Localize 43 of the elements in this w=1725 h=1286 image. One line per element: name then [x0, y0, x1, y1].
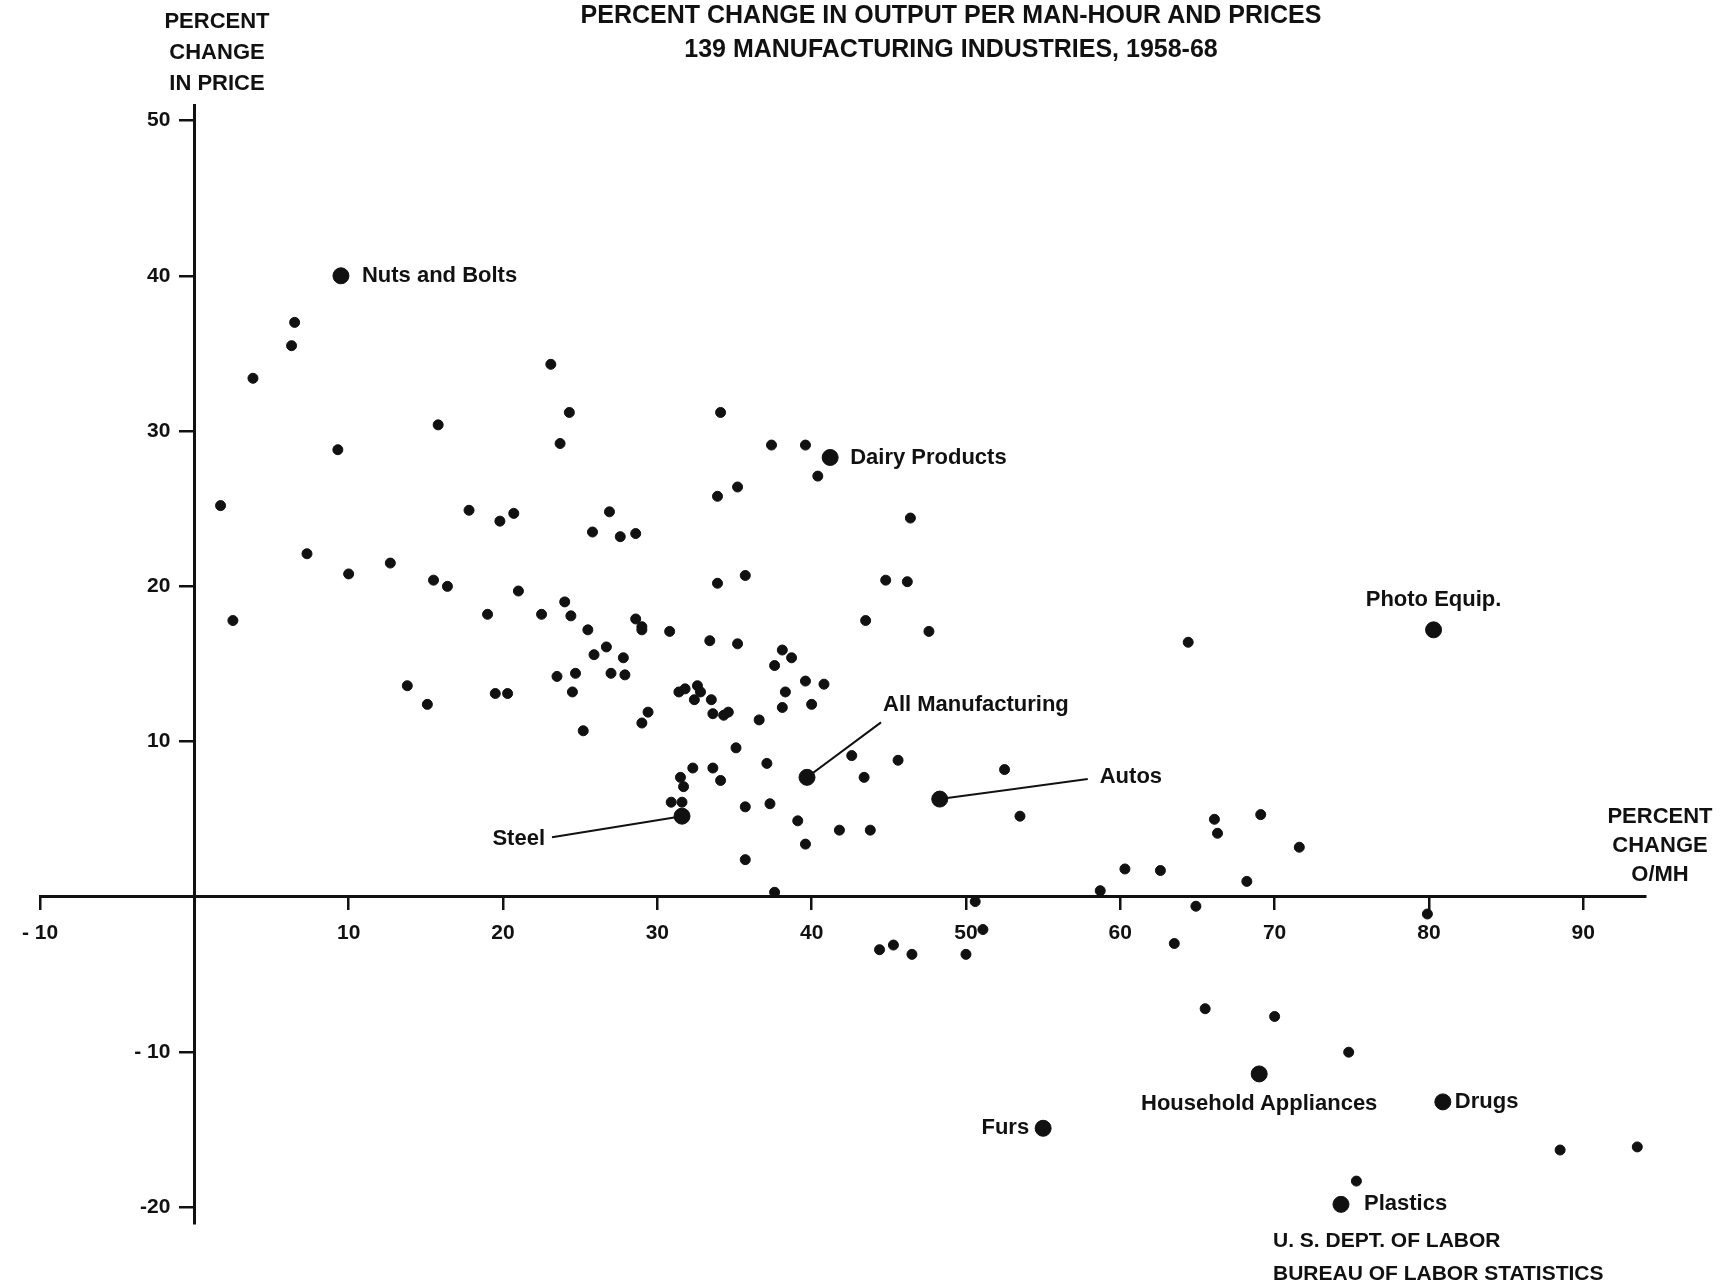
x-tick-label: - 10: [21, 920, 59, 944]
x-tick-label: 20: [491, 920, 515, 944]
annotation: Household Appliances: [1141, 1090, 1378, 1115]
x-tick-label: 30: [645, 920, 669, 944]
annotation: Furs: [981, 1114, 1030, 1140]
annotation: Plastics: [1363, 1190, 1448, 1216]
x-tick-label: 90: [1571, 920, 1595, 944]
y-tick-label: -20: [139, 1194, 171, 1218]
point: [1425, 621, 1443, 639]
y-tick-label: 10: [146, 728, 171, 752]
point: [332, 267, 350, 285]
y-tick-label: 40: [146, 262, 171, 286]
annotation: Photo Equip.: [1365, 585, 1502, 611]
x-axis-title: PERCENT CHANGE O/MH: [1607, 802, 1714, 886]
x-tick-label: 40: [799, 920, 824, 944]
x-tick-label: 60: [1108, 920, 1132, 944]
point: [798, 768, 816, 786]
annotation: Dairy Products: [850, 443, 1007, 469]
point: [821, 448, 839, 466]
x-tick-label: 80: [1417, 920, 1441, 944]
point: [1034, 1119, 1052, 1137]
chart-subtitle: 139 MANUFACTURING INDUSTRIES, 1958-68: [684, 33, 1218, 62]
x-tick-label: 50: [954, 920, 978, 944]
text: U. S. DEPT. OF LABOR: [1273, 1227, 1501, 1251]
point: [1434, 1093, 1452, 1111]
annotation: Nuts and Bolts: [361, 261, 518, 287]
x-tick-label: 70: [1262, 920, 1287, 944]
y-tick-label: 50: [146, 107, 171, 131]
point: [931, 790, 949, 808]
annotation: Drugs: [1454, 1087, 1519, 1113]
text: BUREAU OF LABOR STATISTICS: [1273, 1260, 1604, 1284]
point: [1332, 1195, 1350, 1213]
x-tick-label: 10: [336, 920, 361, 944]
annotation: All Manufacturing: [883, 691, 1069, 717]
chart-title: PERCENT CHANGE IN OUTPUT PER MAN-HOUR AND PRICES: [580, 0, 1322, 28]
annotation: Autos: [1099, 763, 1163, 789]
y-tick-label: 30: [146, 417, 171, 441]
point: [673, 807, 691, 825]
y-tick-label: - 10: [134, 1038, 171, 1062]
y-tick-label: 20: [146, 573, 171, 597]
y-axis-title: PERCENT CHANGE IN PRICE: [164, 8, 271, 96]
point: [1250, 1065, 1268, 1083]
annotation: Steel: [492, 825, 545, 851]
